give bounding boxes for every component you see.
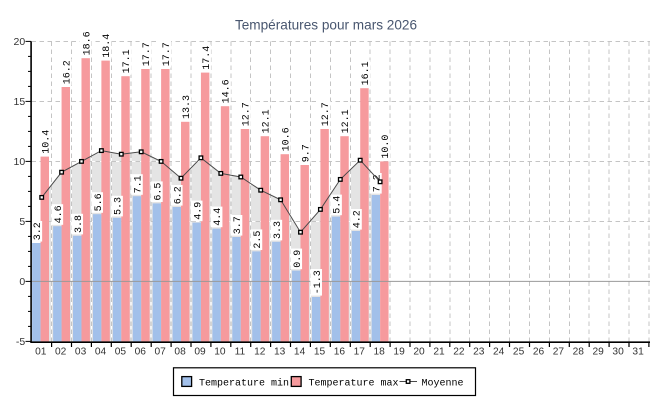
svg-text:09: 09 bbox=[194, 347, 206, 358]
svg-text:12.7: 12.7 bbox=[242, 102, 253, 126]
svg-text:31: 31 bbox=[632, 347, 644, 358]
svg-text:14.6: 14.6 bbox=[222, 79, 233, 103]
svg-text:17.7: 17.7 bbox=[162, 42, 173, 66]
svg-text:25: 25 bbox=[513, 347, 525, 358]
svg-text:23: 23 bbox=[473, 347, 485, 358]
svg-text:6.2: 6.2 bbox=[173, 186, 184, 204]
svg-text:22: 22 bbox=[453, 347, 465, 358]
svg-text:11: 11 bbox=[235, 347, 246, 358]
svg-text:17: 17 bbox=[354, 347, 366, 358]
svg-text:Températures pour mars 2026: Températures pour mars 2026 bbox=[235, 17, 417, 32]
svg-text:17.1: 17.1 bbox=[122, 49, 133, 73]
svg-text:5.4: 5.4 bbox=[333, 196, 344, 214]
svg-text:13.3: 13.3 bbox=[182, 95, 193, 119]
svg-text:19: 19 bbox=[393, 347, 405, 358]
svg-text:16.1: 16.1 bbox=[361, 61, 372, 85]
svg-text:4.9: 4.9 bbox=[193, 202, 204, 220]
svg-text:0.9: 0.9 bbox=[293, 250, 304, 268]
svg-text:-1.3: -1.3 bbox=[313, 270, 324, 294]
svg-text:16: 16 bbox=[334, 347, 346, 358]
svg-text:3.3: 3.3 bbox=[273, 221, 284, 239]
svg-text:18: 18 bbox=[374, 347, 386, 358]
svg-text:21: 21 bbox=[433, 347, 445, 358]
svg-text:27: 27 bbox=[553, 347, 565, 358]
svg-text:01: 01 bbox=[35, 347, 47, 358]
svg-text:10.0: 10.0 bbox=[381, 135, 392, 159]
svg-text:10.6: 10.6 bbox=[281, 127, 292, 151]
svg-text:05: 05 bbox=[115, 347, 127, 358]
svg-text:0: 0 bbox=[19, 276, 25, 288]
svg-text:-5: -5 bbox=[16, 336, 25, 348]
svg-text:12.7: 12.7 bbox=[321, 102, 332, 126]
svg-text:2.5: 2.5 bbox=[253, 231, 264, 249]
svg-text:7.1: 7.1 bbox=[134, 175, 145, 193]
svg-text:15: 15 bbox=[314, 347, 326, 358]
svg-text:30: 30 bbox=[612, 347, 624, 358]
svg-text:20: 20 bbox=[14, 36, 26, 48]
svg-text:10.4: 10.4 bbox=[41, 130, 52, 154]
svg-text:6.5: 6.5 bbox=[153, 183, 164, 201]
svg-text:17.7: 17.7 bbox=[142, 42, 153, 66]
svg-text:9.7: 9.7 bbox=[301, 144, 312, 162]
svg-text:26: 26 bbox=[533, 347, 545, 358]
svg-text:4.2: 4.2 bbox=[353, 210, 364, 228]
svg-text:13: 13 bbox=[274, 347, 286, 358]
svg-text:Temperature max: Temperature max bbox=[309, 378, 399, 389]
svg-text:Temperature min: Temperature min bbox=[199, 377, 289, 389]
svg-text:15: 15 bbox=[14, 96, 26, 108]
svg-text:17.4: 17.4 bbox=[202, 46, 213, 70]
svg-text:3.2: 3.2 bbox=[33, 222, 44, 240]
svg-text:06: 06 bbox=[135, 347, 147, 358]
svg-text:04: 04 bbox=[95, 347, 107, 358]
svg-text:07: 07 bbox=[155, 347, 167, 358]
svg-text:3.8: 3.8 bbox=[74, 215, 85, 233]
svg-text:5.6: 5.6 bbox=[94, 193, 105, 211]
svg-text:08: 08 bbox=[174, 347, 186, 358]
svg-text:Moyenne: Moyenne bbox=[422, 378, 464, 389]
svg-text:10: 10 bbox=[14, 156, 26, 168]
svg-text:24: 24 bbox=[493, 347, 505, 358]
svg-text:18.6: 18.6 bbox=[82, 31, 93, 55]
svg-text:16.2: 16.2 bbox=[62, 60, 73, 84]
svg-text:12.1: 12.1 bbox=[341, 109, 352, 133]
svg-text:5: 5 bbox=[19, 216, 25, 228]
svg-text:5.3: 5.3 bbox=[114, 197, 125, 215]
svg-text:28: 28 bbox=[573, 347, 585, 358]
svg-text:4.6: 4.6 bbox=[54, 205, 65, 223]
svg-text:4.4: 4.4 bbox=[213, 208, 224, 226]
svg-text:14: 14 bbox=[294, 347, 306, 358]
svg-text:29: 29 bbox=[593, 347, 605, 358]
svg-text:03: 03 bbox=[75, 347, 87, 358]
svg-text:20: 20 bbox=[413, 347, 425, 358]
svg-text:10: 10 bbox=[214, 347, 226, 358]
svg-text:18.4: 18.4 bbox=[102, 34, 113, 58]
svg-text:12.1: 12.1 bbox=[261, 109, 272, 133]
svg-text:02: 02 bbox=[55, 347, 67, 358]
svg-text:3.7: 3.7 bbox=[233, 216, 244, 234]
svg-text:12: 12 bbox=[254, 347, 266, 358]
